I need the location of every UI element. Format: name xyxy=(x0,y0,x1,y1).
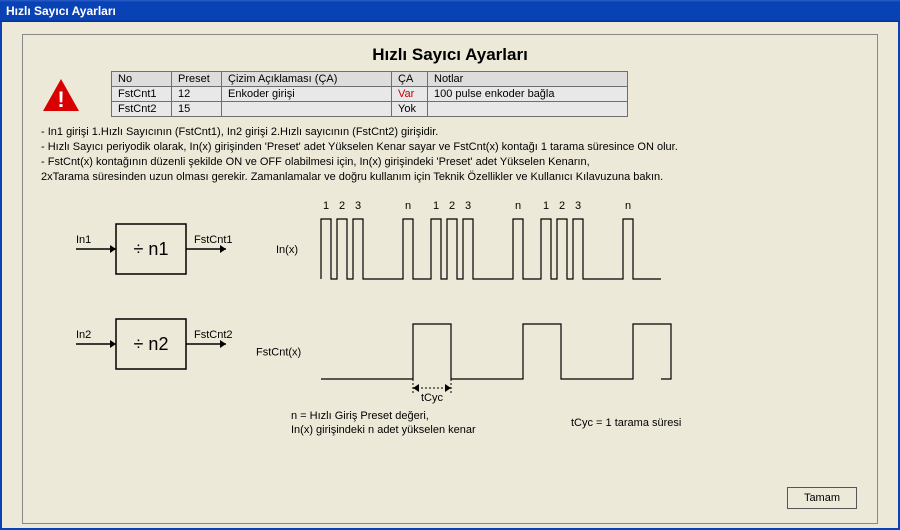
svg-text:FstCnt2: FstCnt2 xyxy=(194,329,233,341)
table-cell: 15 xyxy=(172,102,222,117)
table-cell: Enkoder girişi xyxy=(222,87,392,102)
main-panel: Hızlı Sayıcı Ayarları ! NoPresetÇizim Aç… xyxy=(22,34,878,524)
svg-text:n: n xyxy=(625,200,631,212)
svg-text:n: n xyxy=(405,200,411,212)
svg-text:1: 1 xyxy=(433,200,439,212)
svg-text:In(x): In(x) xyxy=(276,244,298,256)
svg-text:3: 3 xyxy=(355,200,361,212)
ok-button[interactable]: Tamam xyxy=(787,487,857,509)
desc-line: - In1 girişi 1.Hızlı Sayıcının (FstCnt1)… xyxy=(41,125,859,140)
svg-text:÷ n1: ÷ n1 xyxy=(134,239,169,259)
svg-text:tCyc: tCyc xyxy=(421,392,444,404)
svg-text:In1: In1 xyxy=(76,234,91,246)
svg-text:In(x) girişindeki n adet yükse: In(x) girişindeki n adet yükselen kenar xyxy=(291,424,476,436)
warning-glyph: ! xyxy=(57,87,64,112)
svg-text:÷ n2: ÷ n2 xyxy=(134,334,169,354)
warning-icon: ! xyxy=(41,77,81,116)
table-header: Çizim Açıklaması (ÇA) xyxy=(222,72,392,87)
svg-text:1: 1 xyxy=(543,200,549,212)
svg-text:3: 3 xyxy=(575,200,581,212)
settings-table: NoPresetÇizim Açıklaması (ÇA)ÇANotlarFst… xyxy=(111,71,628,117)
desc-line: - FstCnt(x) kontağının düzenli şekilde O… xyxy=(41,155,859,170)
svg-text:2: 2 xyxy=(339,200,345,212)
description-text: - In1 girişi 1.Hızlı Sayıcının (FstCnt1)… xyxy=(41,125,859,184)
table-cell: 12 xyxy=(172,87,222,102)
diagrams-area: ÷ n1In1FstCnt1÷ n2In2FstCnt2123n123n123n… xyxy=(41,194,859,454)
window-title: Hızlı Sayıcı Ayarları xyxy=(6,4,116,18)
table-header: Preset xyxy=(172,72,222,87)
table-cell xyxy=(222,102,392,117)
table-cell: Var xyxy=(392,87,428,102)
desc-line: - Hızlı Sayıcı periyodik olarak, In(x) g… xyxy=(41,140,859,155)
table-cell: FstCnt1 xyxy=(112,87,172,102)
desc-line: 2xTarama süresinden uzun olması gerekir.… xyxy=(41,170,859,185)
svg-text:FstCnt(x): FstCnt(x) xyxy=(256,347,301,359)
table-header: No xyxy=(112,72,172,87)
table-header: ÇA xyxy=(392,72,428,87)
table-cell: Yok xyxy=(392,102,428,117)
page-title: Hızlı Sayıcı Ayarları xyxy=(41,45,859,65)
svg-text:FstCnt1: FstCnt1 xyxy=(194,234,233,246)
svg-text:2: 2 xyxy=(559,200,565,212)
table-row: FstCnt112Enkoder girişiVar100 pulse enko… xyxy=(112,87,628,102)
svg-text:n: n xyxy=(515,200,521,212)
table-row: FstCnt215 Yok xyxy=(112,102,628,117)
svg-text:2: 2 xyxy=(449,200,455,212)
titlebar: Hızlı Sayıcı Ayarları xyxy=(0,0,900,22)
svg-text:1: 1 xyxy=(323,200,329,212)
svg-text:tCyc = 1 tarama süresi: tCyc = 1 tarama süresi xyxy=(571,417,681,429)
table-cell: 100 pulse enkoder bağla xyxy=(428,87,628,102)
svg-text:In2: In2 xyxy=(76,329,91,341)
table-cell: FstCnt2 xyxy=(112,102,172,117)
svg-text:3: 3 xyxy=(465,200,471,212)
table-header: Notlar xyxy=(428,72,628,87)
svg-text:n = Hızlı Giriş Preset değeri,: n = Hızlı Giriş Preset değeri, xyxy=(291,410,429,422)
table-cell xyxy=(428,102,628,117)
